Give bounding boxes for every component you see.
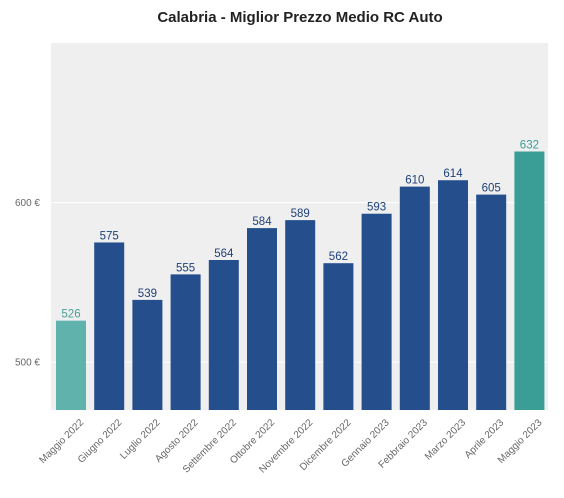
bar xyxy=(247,228,277,410)
y-tick-label: 600 € xyxy=(15,198,40,209)
y-tick-label: 500 € xyxy=(15,358,40,369)
x-tick-label: Marzo 2023 xyxy=(423,417,468,462)
data-label: 605 xyxy=(482,183,501,195)
bar xyxy=(208,260,239,410)
data-label: 610 xyxy=(405,175,424,187)
bar xyxy=(476,194,507,410)
data-label: 562 xyxy=(329,251,348,263)
bar xyxy=(438,180,468,410)
bar xyxy=(361,213,392,410)
data-label: 584 xyxy=(252,216,272,228)
data-label: 632 xyxy=(520,140,539,152)
bars xyxy=(56,151,545,411)
data-label: 539 xyxy=(138,288,157,300)
bar xyxy=(94,242,125,410)
data-label: 589 xyxy=(291,208,310,220)
bar xyxy=(285,220,316,410)
bar xyxy=(399,186,430,410)
y-axis: 500 € 600 € xyxy=(15,198,40,369)
data-label: 564 xyxy=(214,248,234,260)
bar xyxy=(56,320,86,410)
data-label: 575 xyxy=(100,230,119,242)
bar xyxy=(514,151,545,411)
data-label: 526 xyxy=(61,309,80,321)
bar xyxy=(170,274,201,410)
chart-title: Calabria - Miglior Prezzo Medio RC Auto xyxy=(157,9,442,26)
data-label: 614 xyxy=(443,168,463,180)
data-label: 555 xyxy=(176,262,195,274)
bar xyxy=(323,263,354,410)
data-label: 593 xyxy=(367,202,386,214)
value-labels: 526 575 539 555 564 584 589 562 593 610 614 605 632 xyxy=(61,140,539,321)
bar xyxy=(132,299,163,410)
